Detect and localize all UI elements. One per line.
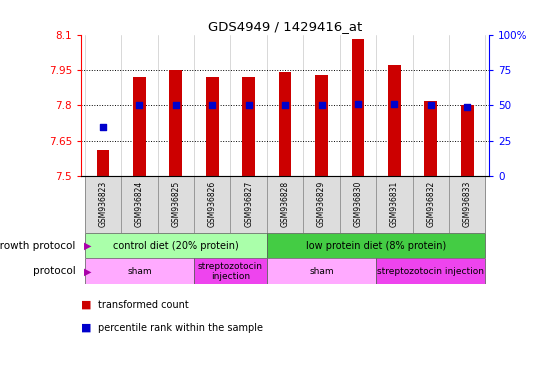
Text: GSM936824: GSM936824: [135, 180, 144, 227]
Bar: [194, 258, 267, 284]
Bar: [194, 176, 230, 233]
Bar: [267, 176, 304, 233]
Point: [427, 102, 435, 108]
Bar: [230, 176, 267, 233]
Point: [317, 102, 326, 108]
Bar: [340, 176, 376, 233]
Text: ▶: ▶: [84, 266, 91, 276]
Bar: [85, 176, 121, 233]
Text: GSM936827: GSM936827: [244, 180, 253, 227]
Bar: [449, 176, 485, 233]
Bar: [352, 39, 364, 176]
Point: [98, 124, 107, 130]
Text: protocol: protocol: [33, 266, 75, 276]
Bar: [133, 77, 146, 176]
Bar: [461, 105, 473, 176]
Bar: [267, 258, 376, 284]
Point: [171, 102, 180, 108]
Point: [281, 102, 290, 108]
Text: sham: sham: [309, 267, 334, 276]
Text: GSM936829: GSM936829: [317, 180, 326, 227]
Text: streptozotocin injection: streptozotocin injection: [377, 267, 484, 276]
Bar: [242, 77, 255, 176]
Title: GDS4949 / 1429416_at: GDS4949 / 1429416_at: [208, 20, 362, 33]
Bar: [388, 65, 401, 176]
Text: ▶: ▶: [84, 240, 91, 251]
Text: ■: ■: [81, 300, 92, 310]
Text: GSM936831: GSM936831: [390, 180, 399, 227]
Text: streptozotocin
injection: streptozotocin injection: [198, 262, 263, 281]
Text: GSM936833: GSM936833: [463, 180, 472, 227]
Text: growth protocol: growth protocol: [0, 240, 75, 251]
Bar: [376, 176, 413, 233]
Text: GSM936823: GSM936823: [98, 180, 107, 227]
Text: GSM936825: GSM936825: [171, 180, 181, 227]
Bar: [424, 101, 437, 176]
Text: percentile rank within the sample: percentile rank within the sample: [98, 323, 263, 333]
Point: [244, 102, 253, 108]
Bar: [85, 233, 267, 258]
Text: ■: ■: [81, 323, 92, 333]
Bar: [158, 176, 194, 233]
Text: transformed count: transformed count: [98, 300, 188, 310]
Point: [135, 102, 144, 108]
Text: GSM936832: GSM936832: [427, 180, 435, 227]
Bar: [315, 74, 328, 176]
Bar: [97, 150, 110, 176]
Point: [353, 101, 362, 107]
Bar: [304, 176, 340, 233]
Bar: [206, 77, 219, 176]
Bar: [121, 176, 158, 233]
Text: control diet (20% protein): control diet (20% protein): [113, 240, 239, 251]
Bar: [279, 72, 291, 176]
Bar: [169, 70, 182, 176]
Text: sham: sham: [127, 267, 151, 276]
Bar: [267, 233, 485, 258]
Point: [208, 102, 217, 108]
Bar: [376, 258, 485, 284]
Point: [390, 101, 399, 107]
Bar: [85, 258, 194, 284]
Text: low protein diet (8% protein): low protein diet (8% protein): [306, 240, 446, 251]
Bar: [413, 176, 449, 233]
Point: [463, 104, 472, 110]
Text: GSM936830: GSM936830: [353, 180, 362, 227]
Text: GSM936828: GSM936828: [281, 180, 290, 227]
Text: GSM936826: GSM936826: [208, 180, 217, 227]
